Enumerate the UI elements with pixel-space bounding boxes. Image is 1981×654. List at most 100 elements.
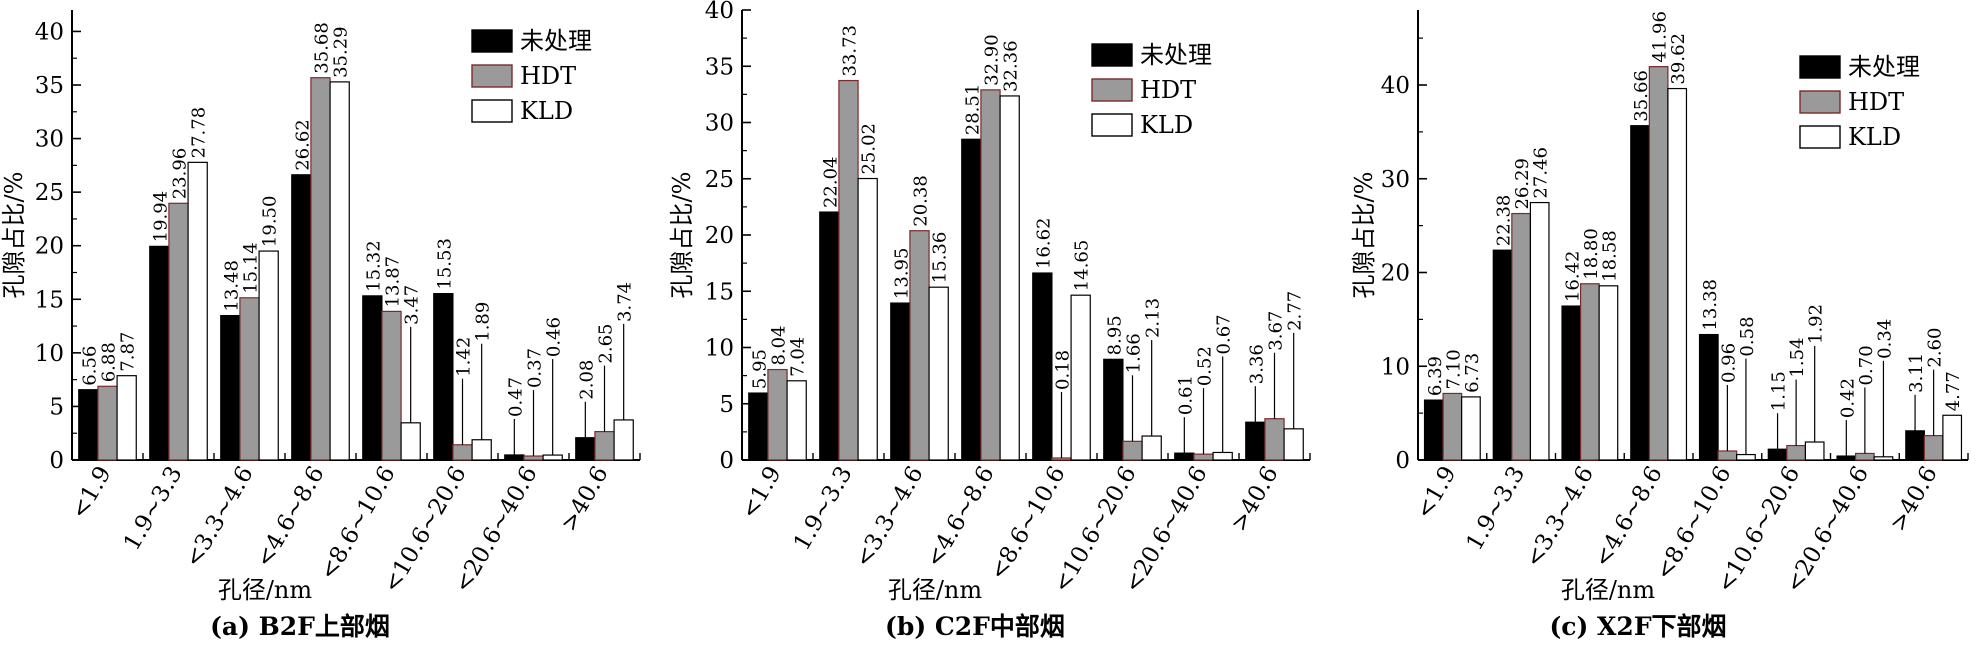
y-tick-label: 40 xyxy=(705,0,734,24)
bar-untreated xyxy=(220,314,241,461)
bar-value-label: 26.29 xyxy=(1512,158,1533,210)
bar-untreated xyxy=(1423,399,1444,461)
bar-untreated xyxy=(1905,430,1925,461)
bar-value-label: 23.96 xyxy=(170,148,191,200)
bar-value-label: 15.36 xyxy=(930,232,951,284)
bar-hdt xyxy=(452,444,473,461)
x-axis-title: 孔径/nm xyxy=(1561,576,1656,604)
x-axis-title: 孔径/nm xyxy=(218,576,313,604)
bar-value-label: 1.42 xyxy=(454,337,475,377)
legend-swatch xyxy=(471,64,513,88)
bar-value-label: 2.77 xyxy=(1285,291,1306,331)
bar-value-label: 2.13 xyxy=(1143,298,1164,338)
x-tick-label: <1.9 xyxy=(66,462,116,523)
y-tick-label: 25 xyxy=(35,180,64,206)
bar-value-label: 1.92 xyxy=(1806,304,1827,344)
bar-hdt xyxy=(980,89,1001,461)
y-axis-title: 孔隙占比/% xyxy=(0,172,28,299)
bar-value-label: 27.46 xyxy=(1531,147,1552,199)
bar-kld xyxy=(116,375,137,461)
bar-hdt xyxy=(1264,418,1285,461)
bar-hdt xyxy=(381,310,402,461)
bar-untreated xyxy=(504,454,525,461)
bar-value-label: 0.61 xyxy=(1175,375,1196,415)
y-tick-label: 20 xyxy=(705,223,734,249)
x-tick-label: <3.3~4.6 xyxy=(180,462,258,572)
bar-value-label: 3.36 xyxy=(1246,344,1267,384)
bar-untreated xyxy=(1630,125,1650,461)
bar-value-label: 35.66 xyxy=(1631,70,1652,122)
bar-value-label: 22.38 xyxy=(1494,195,1515,247)
y-axis-title: 孔隙占比/% xyxy=(1350,172,1378,299)
legend-swatch xyxy=(471,99,513,123)
bar-hdt xyxy=(1051,457,1072,461)
bar-value-label: 27.78 xyxy=(189,107,210,159)
panel-caption: (a) B2F上部烟 xyxy=(210,612,390,641)
legend-label: 未处理 xyxy=(1140,41,1212,69)
legend-label: HDT xyxy=(1140,76,1196,104)
bar-hdt xyxy=(1193,453,1214,461)
y-tick-label: 20 xyxy=(1381,261,1410,287)
bar-value-label: 35.29 xyxy=(331,26,352,78)
y-tick-label: 30 xyxy=(35,127,64,153)
bar-kld xyxy=(1283,428,1304,461)
x-tick-label: <4.6~8.6 xyxy=(1589,462,1667,572)
bar-kld xyxy=(400,422,421,461)
bar-value-label: 6.73 xyxy=(1462,353,1483,393)
bar-value-label: 7.10 xyxy=(1443,349,1464,389)
x-tick-label: <1.9 xyxy=(736,462,786,523)
bar-untreated xyxy=(362,295,383,461)
y-tick-label: 0 xyxy=(49,448,64,474)
bar-value-label: 39.62 xyxy=(1668,33,1689,85)
bar-hdt xyxy=(523,455,544,461)
bar-untreated xyxy=(78,389,99,461)
bar-hdt xyxy=(310,77,331,461)
x-tick-label: >40.6 xyxy=(1885,462,1943,536)
y-tick-label: 20 xyxy=(35,234,64,260)
bar-value-label: 7.87 xyxy=(118,332,139,372)
bar-value-label: 0.18 xyxy=(1053,350,1074,390)
bar-untreated xyxy=(1103,358,1124,461)
x-tick-label: <4.6~8.6 xyxy=(251,462,329,572)
bar-value-label: 0.47 xyxy=(505,377,526,417)
bar-hdt xyxy=(1442,392,1463,461)
bar-value-label: 2.08 xyxy=(576,360,597,400)
panel-caption: (c) X2F下部烟 xyxy=(1549,612,1726,641)
y-tick-label: 35 xyxy=(705,54,734,80)
bar-value-label: 18.80 xyxy=(1581,228,1602,280)
bar-value-label: 0.46 xyxy=(544,317,565,357)
y-tick-label: 30 xyxy=(705,111,734,137)
legend-swatch xyxy=(471,29,513,53)
bar-value-label: 2.60 xyxy=(1925,328,1946,368)
legend-swatch xyxy=(1091,78,1133,102)
legend-label: 未处理 xyxy=(1848,53,1920,81)
bar-kld xyxy=(329,81,350,461)
bar-hdt xyxy=(97,385,118,461)
bar-hdt xyxy=(1648,66,1669,461)
bar-hdt xyxy=(239,297,260,461)
bar-value-label: 1.66 xyxy=(1124,333,1145,373)
bar-value-label: 14.65 xyxy=(1072,240,1093,292)
bar-hdt xyxy=(594,431,615,461)
bar-hdt xyxy=(838,79,859,461)
y-tick-label: 25 xyxy=(705,167,734,193)
x-tick-label: <1.9 xyxy=(1411,462,1461,523)
bar-value-label: 15.14 xyxy=(241,242,262,294)
bar-value-label: 13.95 xyxy=(891,248,912,300)
bar-value-label: 4.77 xyxy=(1943,371,1964,411)
bar-hdt xyxy=(909,230,930,461)
legend-swatch xyxy=(1799,55,1841,79)
bar-value-label: 28.51 xyxy=(962,84,983,136)
bar-kld xyxy=(613,419,634,461)
bar-value-label: 20.38 xyxy=(911,175,932,227)
x-tick-label: >40.6 xyxy=(1226,462,1284,536)
bar-kld xyxy=(928,286,949,461)
bar-kld xyxy=(1598,285,1619,461)
legend-label: HDT xyxy=(1848,88,1904,116)
legend-label: 未处理 xyxy=(520,27,592,55)
bar-untreated xyxy=(149,245,170,461)
bar-untreated xyxy=(1836,455,1857,461)
bar-untreated xyxy=(1698,333,1719,461)
bar-kld xyxy=(1529,201,1550,461)
